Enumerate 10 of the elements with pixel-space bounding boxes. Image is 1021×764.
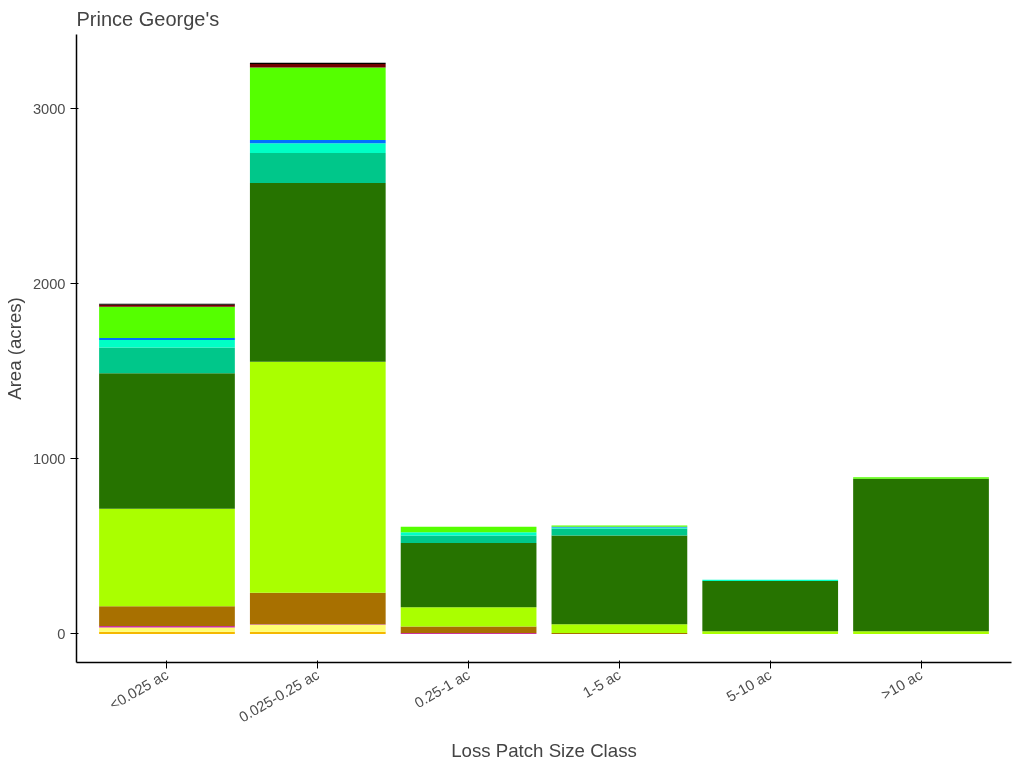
x-tick-label: 5-10 ac: [723, 666, 775, 705]
y-axis-title: Area (acres): [3, 297, 25, 400]
x-tick-label: 1-5 ac: [580, 666, 624, 701]
x-axis-title: Loss Patch Size Class: [451, 740, 637, 762]
y-tick-label: 3000: [32, 100, 66, 117]
y-tick-label: 2000: [32, 275, 66, 292]
y-tick-label: 0: [57, 625, 66, 642]
y-tick-label: 1000: [32, 450, 66, 467]
chart-title: Prince George's: [76, 7, 220, 30]
x-tick-label: >10 ac: [878, 666, 926, 703]
